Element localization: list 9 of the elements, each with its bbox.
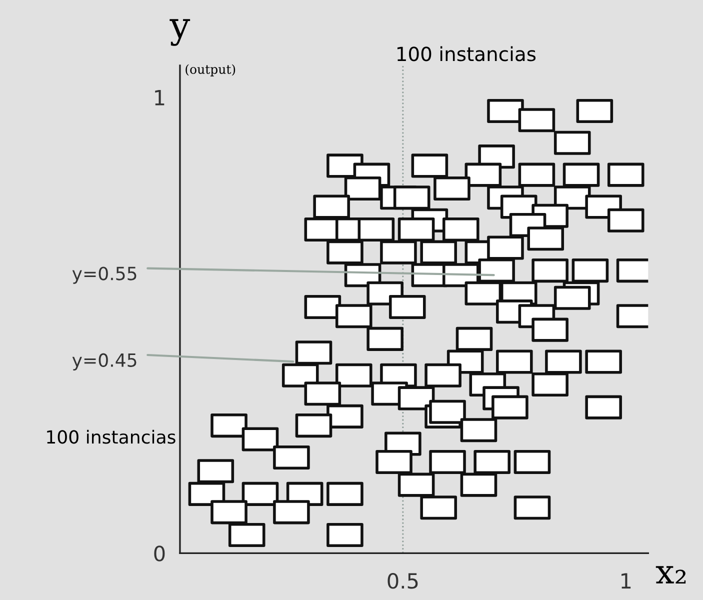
x-axis-title: x₂: [656, 566, 686, 584]
text: 100 instancias: [397, 46, 536, 62]
annotation: y=0.45: [72, 353, 136, 370]
text: 100 instancias: [47, 430, 176, 444]
y-tick-label: 0: [154, 546, 165, 562]
annotation: y=0.55: [72, 266, 136, 284]
x-tick-label: 0.5: [388, 573, 418, 589]
annotation: (output): [186, 64, 236, 76]
y-axis-title: y: [170, 19, 190, 46]
